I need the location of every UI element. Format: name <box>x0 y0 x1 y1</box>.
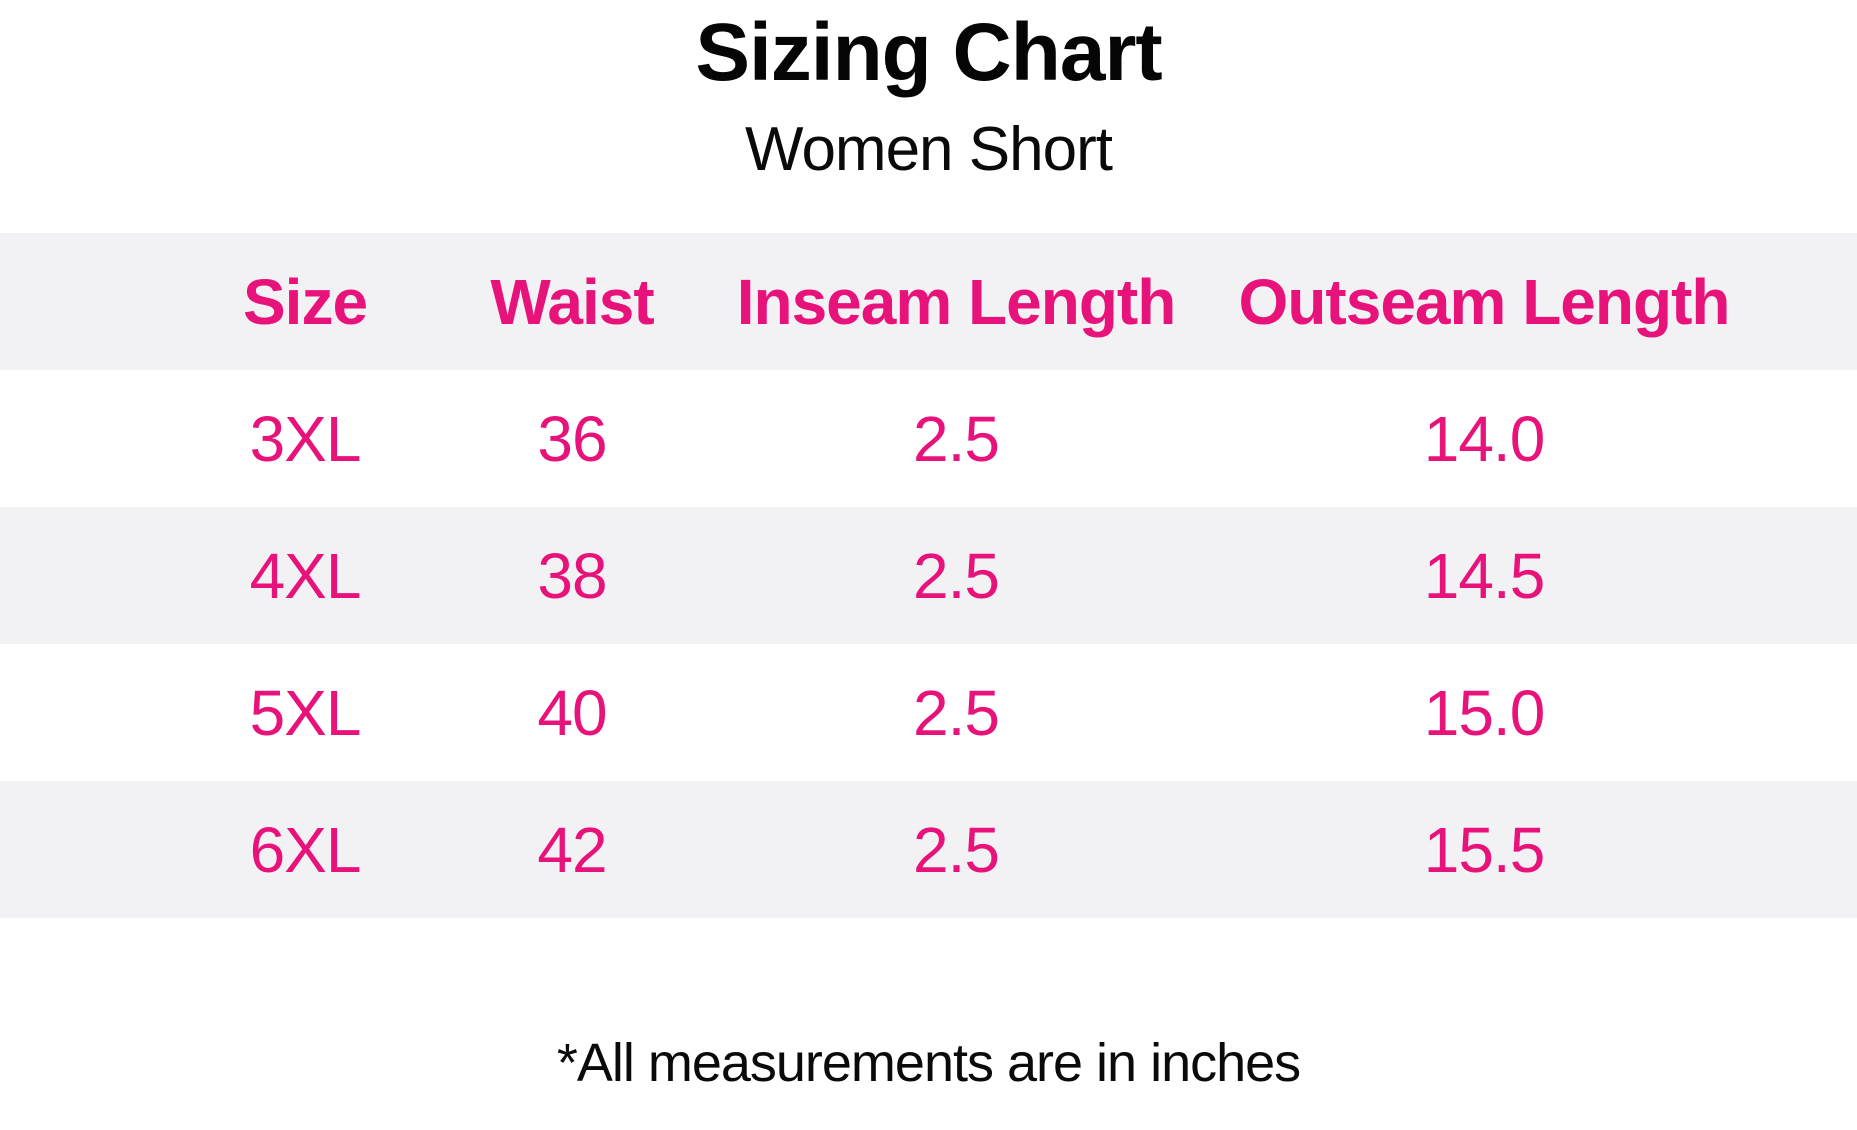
cell-size: 4XL <box>249 539 362 612</box>
table-row-3xl: 3XL 36 2.5 14.0 <box>0 370 1857 507</box>
cell-waist: 38 <box>537 539 607 612</box>
header-cell-outseam-length: Outseam Length <box>1238 265 1731 338</box>
cell-inseam-length: 2.5 <box>913 402 1000 475</box>
cell-waist: 42 <box>537 813 607 886</box>
table-row-4xl: 4XL 38 2.5 14.5 <box>0 507 1857 644</box>
cell-inseam-length: 2.5 <box>913 676 1000 749</box>
header-cell-inseam-length: Inseam Length <box>736 265 1177 338</box>
cell-waist: 36 <box>537 402 607 475</box>
cell-waist: 40 <box>537 676 607 749</box>
cell-size: 6XL <box>249 813 362 886</box>
page-subtitle: Women Short <box>745 115 1113 184</box>
cell-inseam-length: 2.5 <box>913 813 1000 886</box>
page-title: Sizing Chart <box>695 7 1162 98</box>
table-row-5xl: 5XL 40 2.5 15.0 <box>0 644 1857 781</box>
cell-outseam-length: 14.5 <box>1423 539 1546 612</box>
cell-size: 3XL <box>249 402 362 475</box>
table-header-row: Size Waist Inseam Length Outseam Length <box>0 233 1857 370</box>
size-table: Size Waist Inseam Length Outseam Length … <box>0 233 1857 918</box>
cell-outseam-length: 15.0 <box>1423 676 1546 749</box>
measurements-footnote: *All measurements are in inches <box>556 1033 1301 1093</box>
header-cell-waist: Waist <box>490 265 654 338</box>
header-cell-size: Size <box>242 265 368 338</box>
cell-size: 5XL <box>249 676 362 749</box>
cell-inseam-length: 2.5 <box>913 539 1000 612</box>
table-row-6xl: 6XL 42 2.5 15.5 <box>0 781 1857 918</box>
cell-outseam-length: 15.5 <box>1423 813 1546 886</box>
cell-outseam-length: 14.0 <box>1423 402 1546 475</box>
